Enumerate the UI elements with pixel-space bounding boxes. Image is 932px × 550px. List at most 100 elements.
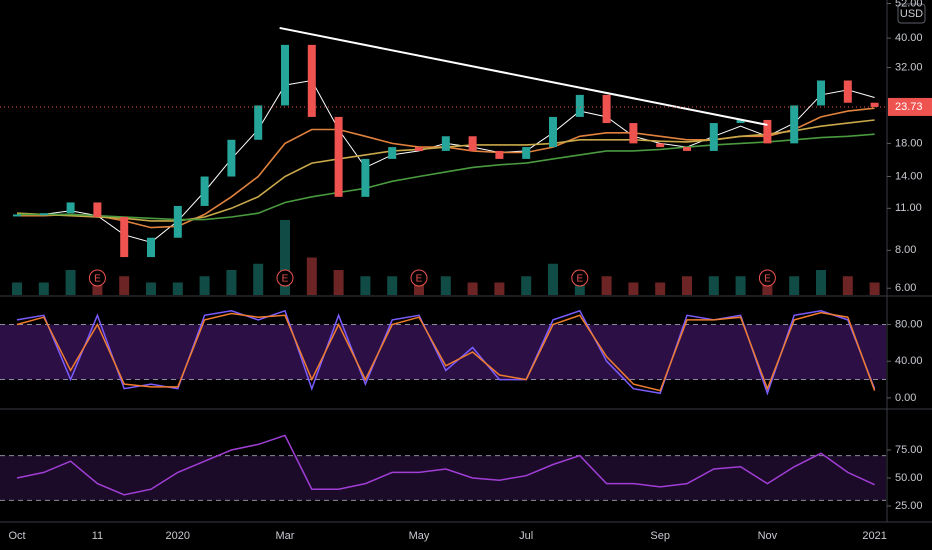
- earnings-marker: [276, 269, 294, 287]
- candle: [870, 102, 879, 107]
- volume-bar: [119, 276, 130, 295]
- candle: [736, 119, 745, 124]
- volume-bar: [146, 282, 156, 295]
- candle: [575, 94, 584, 117]
- volume-bar: [816, 270, 826, 295]
- volume-bar: [38, 282, 49, 295]
- candle: [120, 216, 129, 258]
- candle: [843, 80, 852, 103]
- x-tick-label: 11: [92, 530, 103, 542]
- candle: [495, 150, 504, 159]
- volume-bar: [440, 276, 451, 295]
- candle: [93, 202, 102, 217]
- volume-bar: [521, 276, 532, 295]
- candle: [281, 44, 289, 106]
- volume-bar: [306, 257, 317, 295]
- x-tick-label: May: [409, 530, 430, 542]
- earnings-label: E: [416, 274, 423, 285]
- candle: [522, 147, 531, 159]
- candle: [13, 214, 21, 217]
- candle: [147, 237, 155, 258]
- candle: [415, 147, 423, 151]
- candle: [388, 147, 397, 159]
- candle: [629, 123, 638, 144]
- volume-bar: [735, 276, 746, 295]
- volume-bar: [842, 276, 853, 295]
- x-tick-label: Oct: [8, 530, 25, 542]
- currency[interactable]: USD: [900, 8, 923, 20]
- y-tick-label: 50.00: [895, 472, 923, 484]
- volume-bar: [172, 282, 183, 295]
- last-price-box: [888, 97, 932, 116]
- indicator-line: [16, 309, 876, 396]
- volume-bar: [548, 263, 558, 295]
- y-tick-label: 0.00: [895, 392, 916, 404]
- earnings-marker: [88, 269, 106, 287]
- x-tick-label: Jul: [519, 530, 533, 542]
- y-tick-label: 25.00: [895, 500, 923, 512]
- volume-bar: [467, 282, 478, 295]
- candle: [173, 205, 182, 238]
- y-tick-label: 52.00: [895, 0, 923, 9]
- volume-bar: [280, 220, 290, 295]
- candle: [227, 139, 236, 177]
- x-tick-label: 2020: [166, 530, 190, 542]
- volume-bar: [414, 282, 424, 295]
- candle: [763, 119, 772, 144]
- earnings-marker: [571, 269, 589, 287]
- candle: [39, 213, 48, 216]
- volume-bar: [199, 276, 210, 295]
- y-tick-label: 75.00: [895, 444, 923, 456]
- volume-bar: [360, 276, 371, 295]
- x-tick-label: Sep: [650, 530, 670, 542]
- indicator-line: [16, 434, 875, 496]
- x-tick-label: 2021: [862, 530, 886, 542]
- x-tick-label: Mar: [276, 530, 295, 542]
- candle: [334, 116, 343, 197]
- last-price-label: 23.73: [895, 101, 923, 113]
- earnings-label: E: [94, 274, 101, 285]
- y-tick-label: 40.00: [895, 355, 923, 367]
- earnings-marker: [410, 269, 428, 287]
- candle: [361, 158, 370, 197]
- candle: [709, 123, 718, 151]
- y-tick-label: 14.00: [895, 170, 923, 182]
- candle: [307, 44, 316, 117]
- trendline: [279, 26, 768, 126]
- y-tick-label: 32.00: [895, 61, 923, 73]
- candle: [468, 136, 477, 151]
- earnings-label: E: [282, 274, 289, 285]
- volume-bar: [92, 282, 103, 295]
- candle: [790, 105, 799, 144]
- volume-bar: [494, 282, 505, 295]
- volume-bar: [762, 282, 773, 295]
- candle: [656, 143, 665, 148]
- volume-bar: [708, 276, 719, 295]
- y-tick-label: 11.00: [895, 202, 922, 214]
- volume-bar: [65, 270, 76, 295]
- candle: [200, 176, 209, 206]
- volume-bar: [253, 263, 264, 295]
- volume-bar: [226, 270, 237, 295]
- candle: [441, 136, 450, 151]
- volume-bar: [628, 282, 639, 295]
- candle: [549, 116, 557, 148]
- band-fill: [0, 455, 886, 501]
- y-tick-label: 18.00: [895, 137, 923, 149]
- earnings-label: E: [576, 274, 583, 285]
- volume-bar: [12, 282, 22, 295]
- candle: [66, 202, 75, 214]
- candle: [683, 147, 691, 151]
- indicator-line: [16, 311, 876, 392]
- indicator-line: [17, 133, 875, 221]
- currency-box[interactable]: [897, 3, 926, 24]
- volume-bar: [601, 276, 612, 295]
- y-tick-label: 40.00: [895, 32, 923, 44]
- y-tick-label: 80.00: [895, 318, 923, 330]
- band-fill: [0, 324, 886, 380]
- x-tick-label: Nov: [758, 530, 778, 542]
- earnings-marker: [758, 269, 776, 287]
- candle: [817, 80, 825, 106]
- volume-bar: [869, 282, 880, 295]
